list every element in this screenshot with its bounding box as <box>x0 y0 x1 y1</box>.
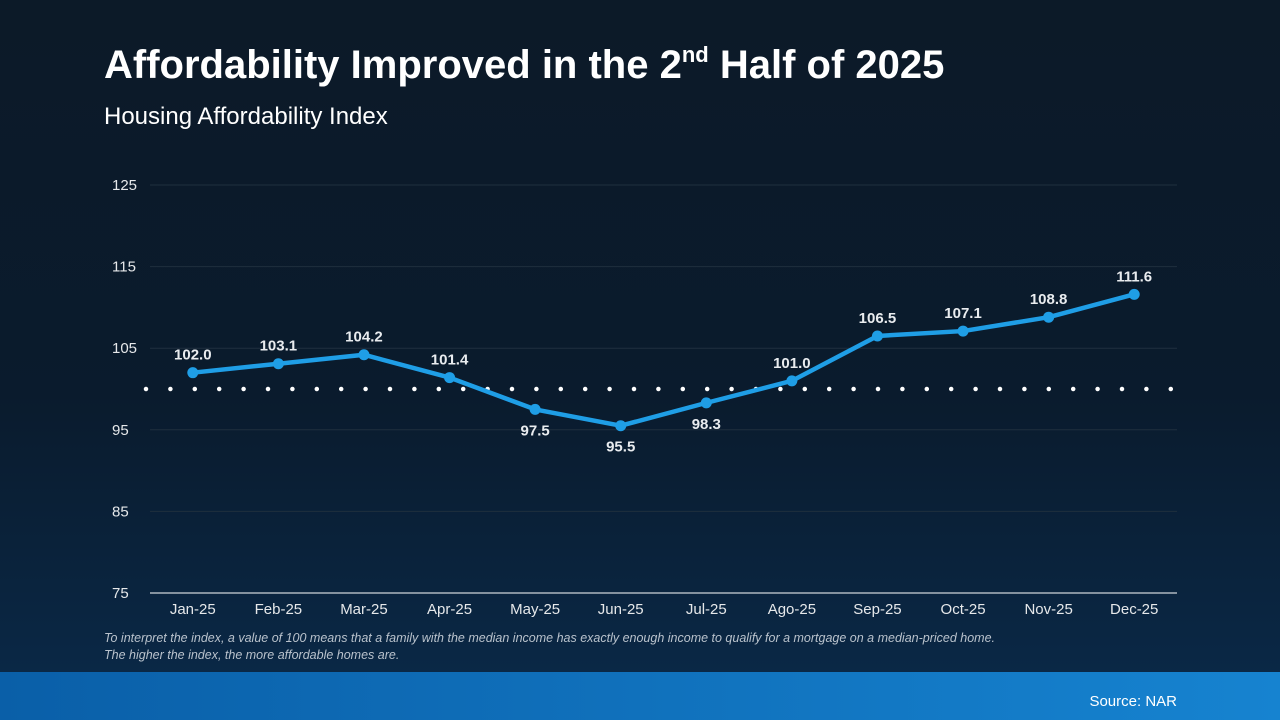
x-tick-label: Nov-25 <box>1024 601 1072 618</box>
data-point <box>272 358 284 370</box>
data-point <box>615 420 627 432</box>
data-line <box>192 292 1135 428</box>
x-tick-label: Jan-25 <box>170 601 216 618</box>
title-text: Half of 2025 <box>709 43 945 87</box>
x-tick-label: May-25 <box>510 601 560 618</box>
footer-band <box>0 672 1280 720</box>
data-label: 95.5 <box>606 439 635 456</box>
x-tick-label: Jun-25 <box>598 601 644 618</box>
data-label: 101.4 <box>431 352 469 369</box>
x-tick-label: Jul-25 <box>686 601 727 618</box>
chart-title: Affordability Improved in the 2nd Half o… <box>104 42 944 87</box>
data-point <box>444 372 456 384</box>
y-tick-label: 95 <box>112 422 129 439</box>
chart-subtitle: Housing Affordability Index <box>104 103 388 130</box>
source: Source: NAR <box>1089 693 1177 710</box>
x-tick-label: Feb-25 <box>255 601 303 618</box>
x-tick-label: Sep-25 <box>853 601 901 618</box>
data-label: 101.0 <box>773 355 811 372</box>
title-superscript: nd <box>682 42 709 67</box>
data-point <box>187 367 199 379</box>
y-tick-label: 75 <box>112 585 129 602</box>
data-point <box>1043 311 1055 323</box>
data-point <box>700 397 712 409</box>
data-label: 107.1 <box>944 305 982 322</box>
data-label: 98.3 <box>692 416 721 433</box>
x-tick-label: Ago-25 <box>768 601 816 618</box>
x-tick-label: Apr-25 <box>427 601 472 618</box>
x-tick-label: Dec-25 <box>1110 601 1158 618</box>
y-tick-label: 125 <box>112 177 137 194</box>
data-point <box>529 403 541 415</box>
x-tick-label: Oct-25 <box>941 601 986 618</box>
data-point <box>871 330 883 342</box>
y-tick-label: 105 <box>112 340 137 357</box>
data-label: 102.0 <box>174 347 212 364</box>
data-label: 103.1 <box>260 338 298 355</box>
data-point <box>957 325 969 337</box>
data-label: 104.2 <box>345 329 383 346</box>
y-tick-label: 115 <box>112 259 136 276</box>
x-tick-label: Mar-25 <box>340 601 388 618</box>
footnote: The higher the index, the more affordabl… <box>104 648 399 662</box>
data-label: 97.5 <box>521 422 550 439</box>
data-label: 108.8 <box>1030 291 1068 308</box>
data-label: 111.6 <box>1116 268 1152 285</box>
data-point <box>358 349 370 361</box>
y-tick-label: 85 <box>112 503 129 520</box>
data-label: 106.5 <box>859 310 897 327</box>
title-text: Affordability Improved in the 2 <box>104 43 682 87</box>
data-point <box>786 375 798 387</box>
data-point <box>1128 288 1140 300</box>
footnote: To interpret the index, a value of 100 m… <box>104 631 995 645</box>
